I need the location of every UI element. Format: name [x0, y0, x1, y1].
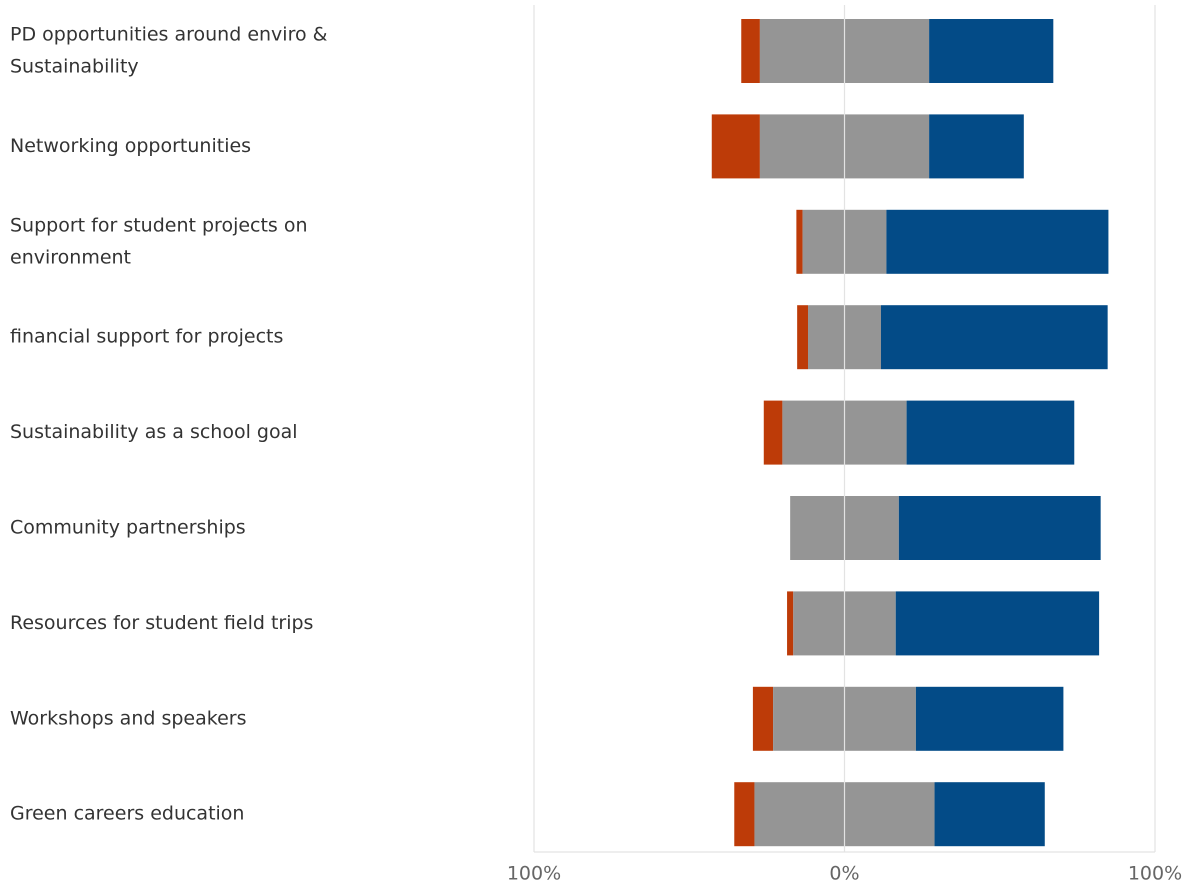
category-labels: PD opportunities around enviro & Sustaina… [10, 24, 328, 825]
x-tick-label-1: 0% [829, 863, 859, 885]
category-label-7-line-0: Workshops and speakers [10, 707, 246, 729]
bar-positive-row-0 [929, 19, 1054, 83]
bars [711, 19, 1109, 847]
bar-negative-row-2 [796, 209, 803, 274]
x-tick-labels: 100% 0% 100% [507, 863, 1182, 885]
bar-positive-row-5 [898, 496, 1101, 560]
bar-negative-row-1 [711, 114, 760, 179]
x-tick-label-0: 100% [507, 863, 561, 885]
bar-positive-row-3 [880, 305, 1108, 370]
bar-positive-row-1 [929, 114, 1024, 179]
bar-negative-row-6 [787, 591, 794, 656]
category-label-4-line-0: Sustainability as a school goal [10, 421, 298, 443]
bar-positive-row-2 [886, 209, 1109, 274]
category-label-5-line-0: Community partnerships [10, 517, 246, 539]
category-label-8-line-0: Green careers education [10, 803, 244, 825]
bar-positive-row-4 [906, 400, 1075, 465]
bar-negative-row-4 [763, 400, 783, 465]
category-label-0-line-1: Sustainability [10, 56, 139, 78]
bar-positive-row-8 [934, 782, 1045, 847]
bar-positive-row-6 [895, 591, 1100, 656]
bar-negative-row-3 [797, 305, 809, 370]
category-label-2-line-0: Support for student projects on [10, 214, 308, 236]
x-tick-label-2: 100% [1128, 863, 1182, 885]
category-label-0-line-0: PD opportunities around enviro & [10, 24, 328, 46]
category-label-3-line-0: financial support for projects [10, 326, 283, 348]
bar-negative-row-7 [752, 686, 774, 751]
bar-positive-row-7 [915, 686, 1064, 751]
category-label-6-line-0: Resources for student field trips [10, 612, 313, 634]
bar-negative-row-8 [734, 782, 755, 847]
category-label-1-line-0: Networking opportunities [10, 135, 251, 157]
category-label-2-line-1: environment [10, 246, 131, 268]
bar-negative-row-0 [741, 19, 760, 83]
